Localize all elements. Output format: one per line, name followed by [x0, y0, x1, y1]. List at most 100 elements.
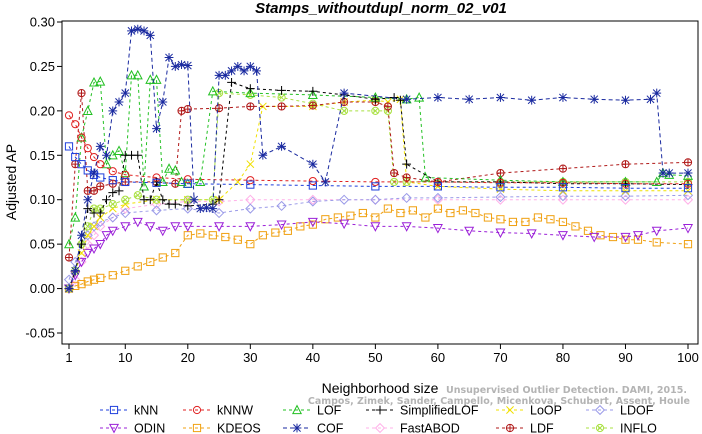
series-line-knnw — [68, 115, 688, 185]
data-point-simplifiedlof — [102, 195, 111, 205]
data-point-odin — [651, 226, 662, 237]
data-point-cof — [589, 94, 599, 104]
data-point-odin — [120, 222, 131, 232]
legend-marker-simplifiedlof — [375, 405, 385, 415]
data-point-kdeos — [89, 275, 99, 284]
data-point-ldf-cross — [96, 182, 104, 190]
legend-label-knn: kNN — [134, 404, 158, 418]
series-layer — [63, 24, 694, 295]
legend-item-lof: LOF — [283, 404, 342, 418]
data-point-lof — [82, 105, 93, 115]
data-point-kdeos — [483, 213, 493, 222]
data-point-cof — [277, 142, 286, 151]
data-point-knn — [77, 160, 86, 169]
data-point-cof — [233, 62, 243, 71]
series-line-inflo — [68, 92, 688, 289]
legend-item-ldof: LDOF — [586, 404, 654, 418]
data-point-kdeos — [571, 222, 580, 231]
legend-item-inflo: INFLO — [586, 422, 657, 434]
legend-label-loop: LoOP — [530, 404, 562, 418]
data-point-kdeos — [121, 266, 130, 275]
data-point-ldf-cross — [277, 102, 286, 111]
data-point-ldf-cross — [621, 160, 630, 168]
data-point-inflo — [371, 106, 380, 115]
legend-marker-cof — [292, 423, 302, 433]
y-tick-label: -0.05 — [25, 326, 55, 341]
data-point-ldof — [107, 212, 118, 223]
data-point-lof — [145, 74, 156, 84]
data-point-loop — [383, 98, 392, 106]
data-point-knnw — [308, 176, 317, 186]
legend-marker-lof — [291, 404, 303, 415]
data-point-odin — [76, 257, 87, 268]
legend-label-odin: ODIN — [134, 422, 165, 434]
x-tick-label: 40 — [306, 350, 320, 365]
data-point-knnw — [64, 111, 74, 120]
data-point-ldof — [245, 203, 256, 214]
data-point-ldf-cross — [90, 187, 98, 195]
data-point-lof — [307, 89, 318, 99]
data-point-simplifiedlof — [227, 78, 236, 87]
data-point-fastabod — [307, 194, 318, 205]
data-point-ldof — [557, 191, 569, 202]
data-point-lof — [120, 167, 131, 178]
y-axis: -0.05 0.00 0.05 0.10 0.15 0.20 0.25 0.30 — [25, 15, 62, 341]
watermark-line-2: Campos, Zimek, Sander, Campello, Micenko… — [308, 396, 690, 407]
data-point-odin — [464, 226, 475, 237]
data-point-lof — [245, 87, 256, 98]
data-point-simplifiedlof — [158, 195, 168, 205]
data-point-inflo — [390, 177, 399, 187]
data-point-cof — [108, 106, 118, 116]
data-point-knnw — [83, 144, 92, 153]
data-point-knn — [433, 182, 442, 191]
y-tick-label: 0.15 — [30, 148, 55, 163]
data-point-ldof — [182, 203, 193, 214]
data-point-kdeos — [358, 208, 367, 218]
y-axis-label: Adjusted AP — [3, 144, 19, 220]
data-point-ldof — [151, 205, 162, 216]
data-point-kdeos — [83, 277, 92, 286]
data-point-ldof — [620, 191, 631, 202]
data-point-cof — [195, 204, 205, 213]
data-point-inflo-cross — [153, 196, 160, 203]
legend-label-lof: LOF — [317, 404, 342, 418]
x-tick-label: 80 — [556, 350, 570, 365]
data-point-odin — [557, 231, 568, 241]
data-point-kdeos — [96, 273, 105, 283]
data-point-lof — [126, 69, 137, 80]
data-point-knnw — [108, 167, 117, 176]
data-point-cof — [239, 66, 249, 76]
data-point-knnw — [152, 173, 161, 182]
y-tick-label: 0.00 — [30, 281, 55, 296]
data-point-cof — [227, 66, 236, 76]
legend-label-kdeos: KDEOS — [217, 422, 261, 434]
data-point-kdeos — [283, 226, 292, 235]
y-tick-label: 0.20 — [30, 103, 55, 118]
data-point-lof — [170, 164, 181, 175]
x-tick-label: 20 — [181, 350, 195, 365]
data-point-ldof — [120, 207, 131, 219]
data-point-odin — [401, 222, 412, 232]
data-point-knn — [64, 142, 74, 151]
data-point-knn — [121, 177, 130, 187]
data-point-inflo-cross — [372, 107, 379, 114]
data-point-simplifiedlof — [277, 86, 286, 95]
series-odin — [63, 217, 694, 295]
data-point-inflo — [214, 88, 224, 98]
data-point-loop — [77, 249, 86, 257]
data-point-ldof — [339, 194, 350, 205]
data-point-lof — [132, 69, 143, 80]
data-point-kdeos — [108, 271, 117, 280]
data-point-lof — [195, 176, 206, 187]
x-tick-label: 60 — [431, 350, 445, 365]
legend-label-ldof: LDOF — [620, 404, 654, 418]
data-point-cof — [339, 88, 349, 98]
data-point-lof — [113, 145, 125, 155]
data-point-cof — [464, 94, 474, 104]
data-point-knn — [183, 179, 192, 188]
data-point-kdeos — [333, 213, 342, 222]
legend-item-knnw: kNNW — [183, 404, 253, 418]
data-point-cof — [102, 150, 111, 160]
data-point-inflo — [83, 222, 92, 231]
data-point-knn — [246, 180, 255, 189]
